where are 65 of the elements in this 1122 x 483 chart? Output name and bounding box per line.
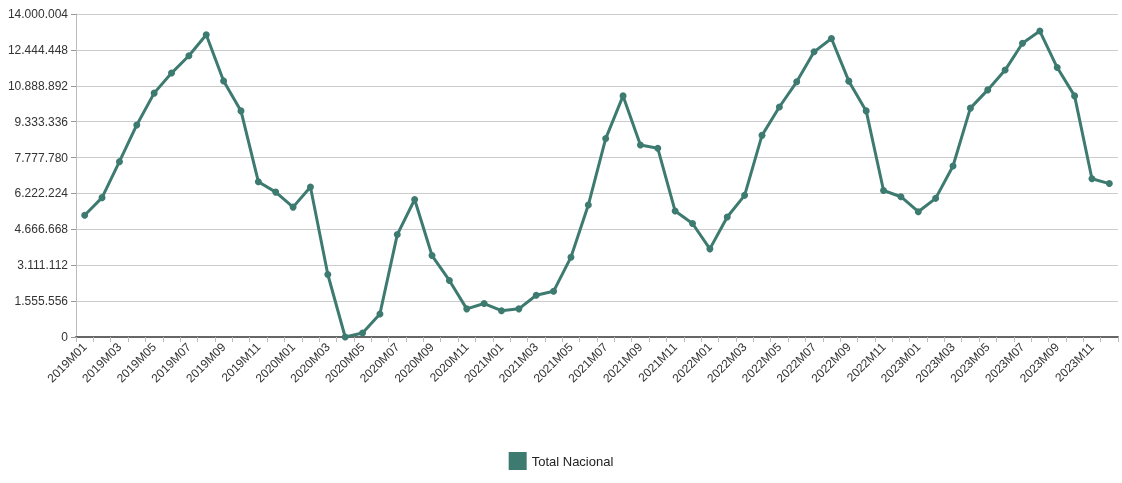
point [341,333,349,341]
point [445,276,453,284]
point [463,305,471,313]
point [150,89,158,97]
point [914,208,922,216]
point [966,104,974,112]
y-tick-label: 1.555.556 [14,294,69,309]
point [98,194,106,202]
point [793,78,801,86]
point [115,158,123,166]
point [1088,175,1096,183]
point [532,291,540,299]
point [932,194,940,202]
y-tick-label: 12.444.448 [7,42,69,57]
y-tick-label: 6.222.224 [14,186,69,201]
legend-label: Total Nacional [531,453,614,469]
point [480,300,488,308]
point [1071,92,1079,100]
point [1001,66,1009,74]
point [1036,27,1044,35]
point [428,252,436,260]
y-tick-label: 3.111.112 [17,258,69,273]
y-tick-label: 4.666.668 [14,222,69,237]
y-tick-label: 0 [61,330,69,344]
point [567,253,575,261]
y-tick-label: 9.333.336 [14,114,69,129]
point [220,77,228,85]
point [758,131,766,139]
point [741,191,749,199]
point [897,193,905,201]
point [880,187,888,194]
point [324,270,332,278]
point [202,31,210,39]
point [827,34,835,42]
point [584,201,592,209]
point [168,69,176,77]
point [133,121,141,129]
y-tick-label: 10.888.892 [7,78,69,93]
point [1105,180,1113,188]
y-tick-label: 14.000.004 [7,7,69,21]
point [810,48,818,56]
point [497,307,505,315]
point [359,329,367,337]
point [602,135,610,143]
point [654,144,662,152]
point [984,86,992,94]
y-tick-label: 7.777.780 [14,150,69,165]
point [272,188,280,196]
point [1053,64,1061,72]
point [81,211,89,219]
point [515,305,523,313]
point [185,52,193,60]
point [411,196,419,203]
point [306,183,314,191]
point [636,141,644,149]
point [862,107,870,115]
point [1018,39,1026,47]
point [775,103,783,111]
point [254,178,262,186]
point [845,77,853,85]
point [689,219,697,227]
point [393,231,401,239]
point [723,213,731,221]
point [706,245,714,253]
point [550,287,558,295]
